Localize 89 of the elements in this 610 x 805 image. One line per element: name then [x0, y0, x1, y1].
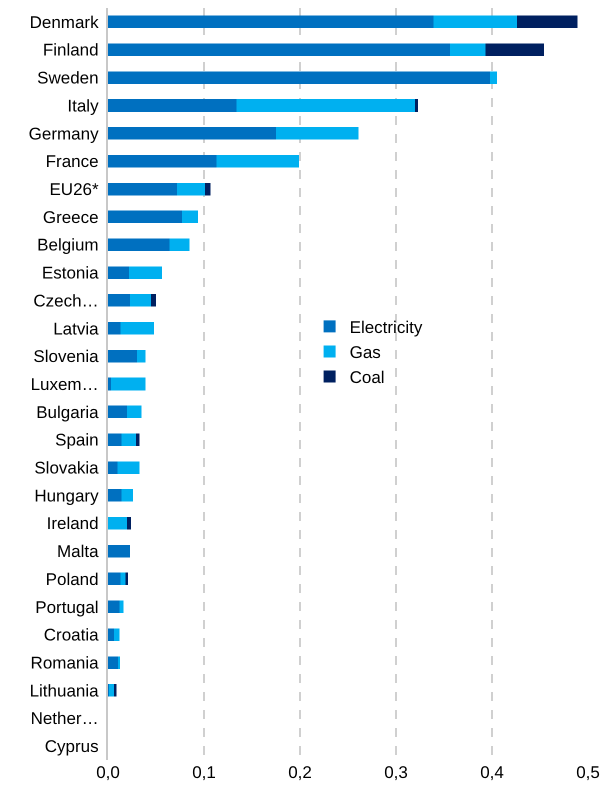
y-tick-label: Italy — [67, 96, 100, 116]
bar — [151, 294, 156, 307]
bar — [108, 516, 128, 530]
bar — [204, 182, 211, 196]
bar — [108, 628, 114, 641]
y-tick-label: Spain — [55, 430, 99, 450]
bar — [108, 684, 114, 697]
y-tick-label: Greece — [42, 208, 99, 227]
bar — [108, 461, 118, 474]
y-tick-label: Portugal — [35, 598, 99, 617]
bar — [516, 16, 578, 28]
y-tick-label: Estonia — [42, 264, 100, 283]
y-tick-label: Latvia — [53, 319, 100, 338]
y-tick-label: Croatia — [44, 626, 100, 645]
bar — [108, 266, 130, 279]
bar — [108, 210, 182, 224]
y-tick-label: Poland — [46, 570, 99, 589]
y-tick-label: Luxem… — [30, 374, 99, 394]
bar — [108, 322, 120, 335]
bar — [108, 294, 130, 307]
bar — [108, 127, 276, 140]
bar — [108, 182, 178, 196]
y-tick-label: Slovakia — [34, 458, 100, 478]
x-tick-label: 0,1 — [192, 763, 216, 782]
bar — [182, 210, 198, 224]
x-tick-label: 0,3 — [384, 763, 408, 782]
bar — [121, 489, 133, 502]
bar — [118, 461, 140, 474]
bar — [433, 16, 517, 28]
x-tick-label: 0,0 — [96, 763, 120, 782]
bar — [108, 44, 450, 56]
legend-label: Gas — [350, 343, 381, 362]
bar — [110, 378, 146, 390]
y-tick-label: Belgium — [37, 236, 99, 255]
x-tick-label: 0,2 — [288, 763, 312, 782]
legend-label: Coal — [350, 368, 385, 388]
bar — [108, 600, 120, 614]
bar — [108, 406, 128, 418]
y-tick-label: Nether… — [30, 709, 99, 728]
y-tick-label: Germany — [28, 124, 100, 144]
bar — [108, 16, 434, 28]
y-tick-label: France — [46, 152, 99, 172]
bar — [114, 628, 120, 641]
bar — [216, 154, 300, 168]
bar — [490, 71, 497, 84]
bar — [108, 71, 490, 84]
y-tick-label: Bulgaria — [36, 402, 100, 422]
bar — [120, 572, 126, 586]
y-tick-label: Lithuania — [30, 681, 100, 700]
legend-label: Electricity — [350, 318, 423, 337]
y-tick-label: Romania — [30, 653, 100, 672]
y-tick-label: Cyprus — [44, 737, 99, 756]
bar — [120, 322, 154, 335]
y-tick-label: EU26* — [49, 180, 99, 199]
bar — [415, 99, 418, 112]
bar — [108, 154, 216, 168]
y-tick-label: Denmark — [30, 12, 100, 32]
bar — [130, 294, 152, 307]
y-tick-label: Czech… — [33, 291, 99, 310]
bar — [108, 99, 237, 112]
bar — [276, 127, 359, 140]
bar — [108, 544, 130, 558]
y-tick-label: Hungary — [34, 486, 100, 506]
bar — [136, 433, 140, 446]
x-tick-label: 0,4 — [480, 763, 504, 782]
bar — [108, 656, 119, 669]
bar — [177, 182, 205, 196]
y-tick-label: Finland — [42, 40, 99, 60]
bar — [127, 516, 132, 530]
bar — [127, 406, 142, 418]
bar — [108, 350, 137, 362]
y-tick-label: Ireland — [46, 514, 99, 534]
bar — [169, 238, 190, 252]
bar — [108, 378, 111, 390]
bar — [108, 572, 120, 586]
bar — [236, 99, 416, 112]
bar — [108, 238, 170, 252]
bar — [450, 44, 486, 56]
bar — [485, 44, 544, 56]
y-tick-label: Malta — [57, 542, 100, 562]
bar — [129, 266, 162, 279]
bar — [108, 433, 122, 446]
bar — [108, 489, 122, 502]
bar — [120, 600, 124, 614]
y-tick-label: Slovenia — [33, 347, 100, 366]
bar — [136, 350, 146, 362]
y-tick-label: Sweden — [37, 68, 99, 88]
bar — [121, 433, 136, 446]
x-tick-label: 0,5 — [576, 763, 600, 782]
